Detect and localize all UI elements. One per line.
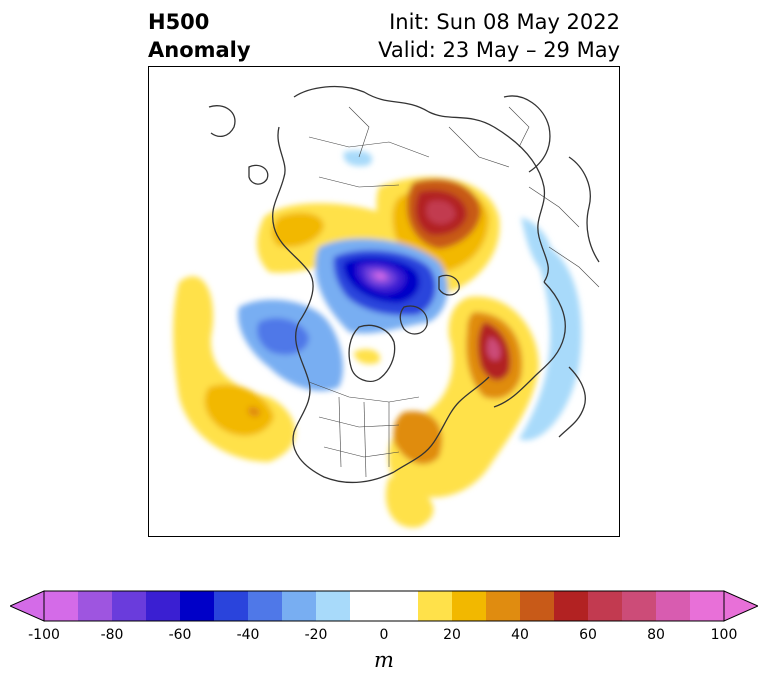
colorbar-cell xyxy=(486,591,520,621)
anomaly-map-svg xyxy=(173,85,600,528)
colorbar-tick-label: 40 xyxy=(511,627,529,643)
init-date: Init: Sun 08 May 2022 xyxy=(389,10,620,34)
colorbar-cell xyxy=(248,591,282,621)
title-variable: H500 xyxy=(148,10,210,34)
colorbar-tick-label: -20 xyxy=(304,627,328,643)
colorbar-tick-label: 20 xyxy=(443,627,461,643)
colorbar-tick-label: -80 xyxy=(100,627,124,643)
colorbar-cell xyxy=(554,591,588,621)
colorbar-cell xyxy=(214,591,248,621)
colorbar-cell xyxy=(146,591,180,621)
colorbar-tick-label: 0 xyxy=(379,627,389,643)
colorbar-cell xyxy=(418,591,452,621)
colorbar-tick-label: 80 xyxy=(647,627,665,643)
colorbar-cell xyxy=(622,591,656,621)
colorbar-cell xyxy=(452,591,486,621)
colorbar-cell xyxy=(588,591,622,621)
valid-range: Valid: 23 May – 29 May xyxy=(378,38,620,62)
coastlines xyxy=(208,85,600,484)
colorbar-outline xyxy=(43,590,725,622)
colorbar-tick-label: -60 xyxy=(168,627,192,643)
colorbar xyxy=(10,590,758,622)
map-subtitle: Init: Sun 08 May 2022 Valid: 23 May – 29… xyxy=(378,8,620,64)
colorbar-cell xyxy=(180,591,214,621)
anomaly-map xyxy=(148,66,620,537)
colorbar-cell xyxy=(44,591,78,621)
colorbar-tick-label: 60 xyxy=(579,627,597,643)
colorbar-cell xyxy=(78,591,112,621)
colorbar-cell xyxy=(112,591,146,621)
colorbar-cell xyxy=(656,591,690,621)
colorbar-cells xyxy=(44,591,724,621)
colorbar-unit-label: m xyxy=(374,648,394,672)
colorbar-tick-label: -40 xyxy=(236,627,260,643)
colorbar-tick-label: 100 xyxy=(710,627,738,643)
political-boundaries xyxy=(308,106,600,478)
colorbar-extend-low xyxy=(10,590,45,622)
colorbar-cell xyxy=(316,591,350,621)
colorbar-cell xyxy=(350,591,418,621)
colorbar-tick-label: -100 xyxy=(28,627,60,643)
anomaly-shading xyxy=(173,150,582,528)
colorbar-extend-high xyxy=(723,590,758,622)
colorbar-cell xyxy=(520,591,554,621)
colorbar-cell xyxy=(690,591,724,621)
map-title: H500 Anomaly xyxy=(148,8,251,64)
title-field: Anomaly xyxy=(148,38,251,62)
colorbar-cell xyxy=(282,591,316,621)
